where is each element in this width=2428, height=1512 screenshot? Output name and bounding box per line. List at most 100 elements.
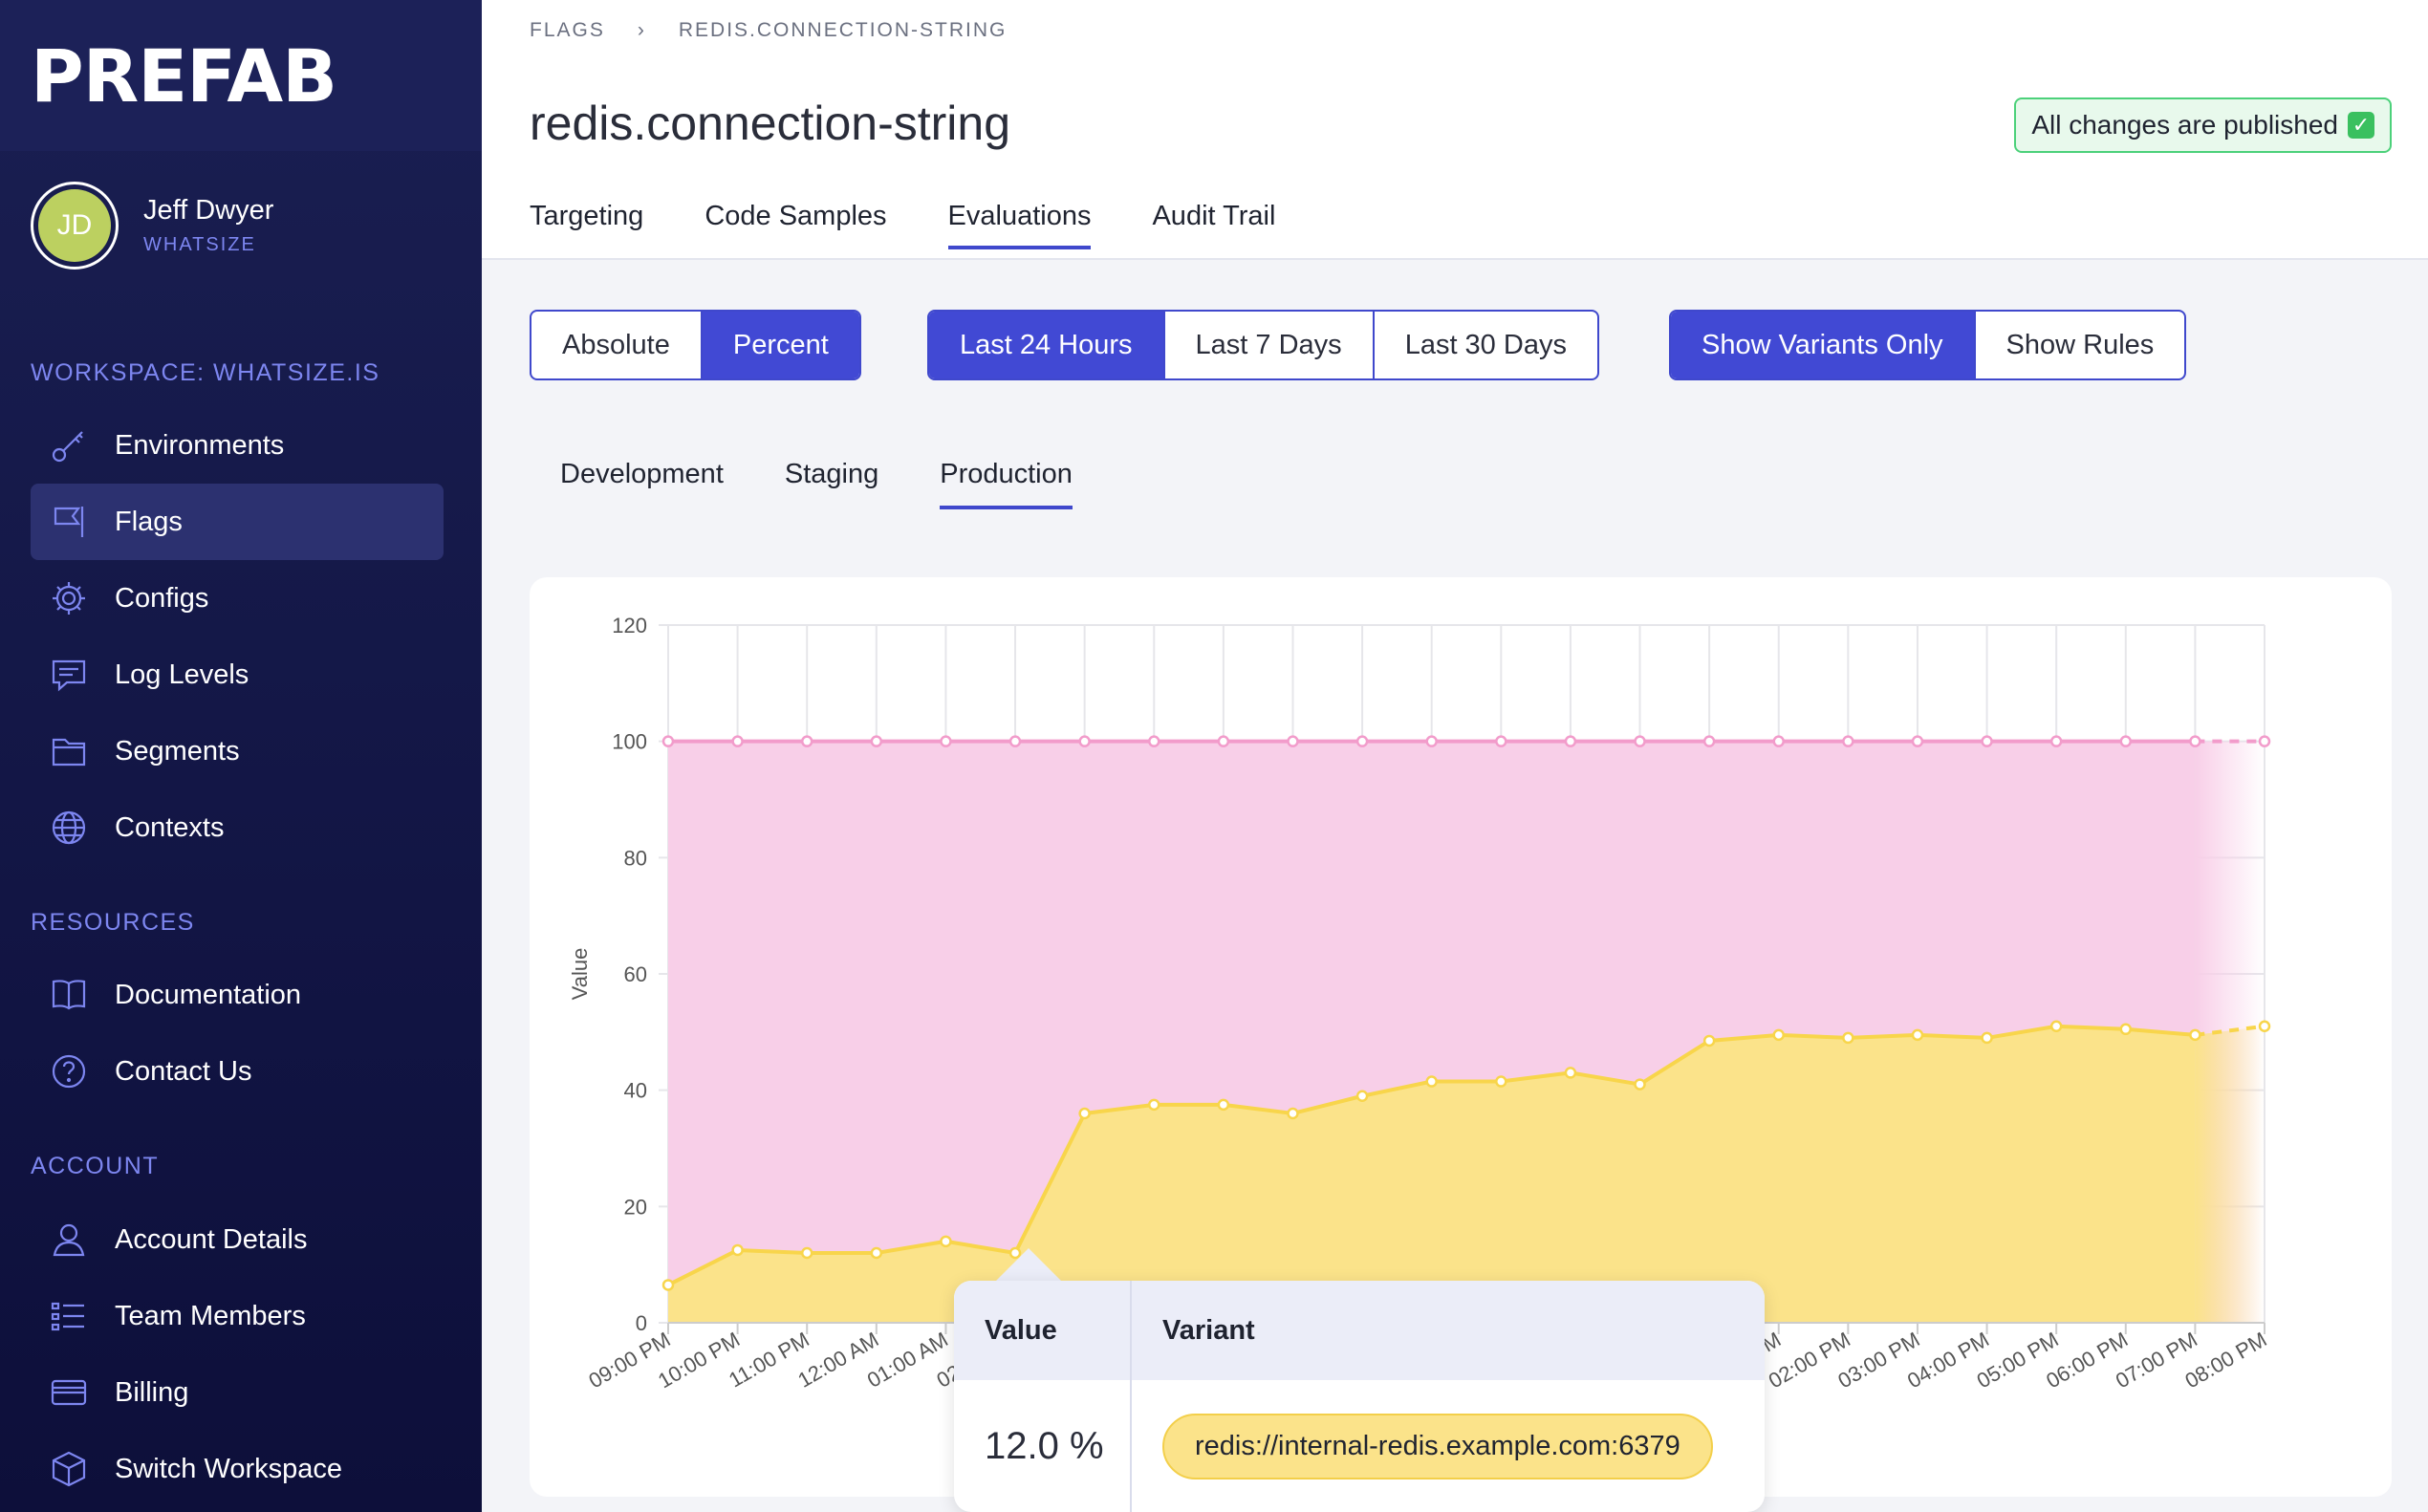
data-point [1772, 1028, 1785, 1042]
chart-tooltip: Value Variant 12.0 % redis://internal-re… [954, 1281, 1765, 1512]
sidebar-item-label: Documentation [115, 979, 302, 1010]
data-point [1148, 735, 1160, 747]
y-tick-label: 120 [612, 614, 647, 637]
data-point [2049, 1020, 2063, 1032]
data-point [1425, 1075, 1438, 1088]
data-point [1287, 1107, 1299, 1120]
data-point [2049, 735, 2063, 747]
data-point [2258, 735, 2271, 747]
absolute-button[interactable]: Absolute [531, 312, 703, 378]
cube-icon [48, 1448, 90, 1490]
key-icon [48, 424, 90, 466]
mode-toggle: Absolute Percent [530, 310, 861, 380]
breadcrumb-flags[interactable]: FLAGS [530, 19, 605, 41]
publish-status-badge: All changes are published ✓ [2014, 97, 2392, 153]
data-point [2189, 735, 2201, 747]
y-axis-label: Value [568, 948, 592, 1001]
sidebar-item-label: Billing [115, 1376, 189, 1408]
last-7-days-button[interactable]: Last 7 Days [1165, 312, 1375, 378]
chevron-right-icon: › [637, 19, 646, 41]
publish-status-text: All changes are published [2031, 110, 2338, 140]
tab-evaluations[interactable]: Evaluations [947, 201, 1092, 249]
sidebar-item-configs[interactable]: Configs [31, 560, 444, 637]
data-point [2189, 1028, 2201, 1042]
logo-area: PREFAB [0, 0, 482, 151]
question-icon [48, 1050, 90, 1092]
sidebar-item-segments[interactable]: Segments [31, 713, 444, 789]
percent-button[interactable]: Percent [702, 312, 859, 378]
data-point [940, 735, 952, 747]
show-variants-only-button[interactable]: Show Variants Only [1671, 312, 1976, 378]
data-point [1564, 735, 1577, 747]
sidebar-item-label: Contexts [115, 811, 225, 843]
data-point [1495, 735, 1507, 747]
y-tick-label: 100 [612, 730, 647, 754]
tab-production[interactable]: Production [940, 459, 1073, 509]
workspace-section-title: WORKSPACE: WHATSIZE.IS [31, 359, 380, 386]
sidebar-item-documentation[interactable]: Documentation [31, 957, 444, 1033]
user-org: WHATSIZE [143, 234, 256, 255]
sidebar-item-environments[interactable]: Environments [31, 407, 444, 484]
sidebar-item-contact-us[interactable]: Contact Us [31, 1033, 444, 1110]
page-header: FLAGS › REDIS.CONNECTION-STRING redis.co… [482, 0, 2428, 260]
tab-audit-trail[interactable]: Audit Trail [1152, 201, 1276, 231]
list-icon [48, 1295, 90, 1337]
sidebar-item-label: Team Members [115, 1300, 306, 1331]
sidebar: PREFAB JD Jeff Dwyer WHATSIZE WORKSPACE:… [0, 0, 482, 1512]
data-point [1981, 1031, 1993, 1045]
sidebar-item-label: Contact Us [115, 1055, 252, 1087]
tooltip-variant-pill: redis://internal-redis.example.com:6379 [1162, 1413, 1713, 1480]
avatar-initials: JD [38, 189, 111, 262]
tooltip-arrow [994, 1248, 1063, 1283]
tab-code-samples[interactable]: Code Samples [705, 201, 887, 231]
data-point [800, 1246, 813, 1260]
chat-icon [48, 654, 90, 696]
data-point [1564, 1067, 1577, 1079]
data-point [1911, 1028, 1924, 1042]
sidebar-item-log-levels[interactable]: Log Levels [31, 637, 444, 713]
series-line-yellow-projection [2195, 1024, 2265, 1037]
environment-tabs: Development Staging Production [560, 459, 1073, 509]
show-rules-button[interactable]: Show Rules [2005, 329, 2155, 360]
data-point [731, 1243, 744, 1257]
book-icon [48, 974, 90, 1016]
sidebar-item-contexts[interactable]: Contexts [31, 789, 444, 866]
data-point [1008, 735, 1022, 747]
tab-bar: Targeting Code Samples Evaluations Audit… [530, 201, 1275, 249]
prefab-logo[interactable]: PREFAB [31, 32, 337, 119]
sidebar-item-account-details[interactable]: Account Details [31, 1201, 444, 1278]
breadcrumb: FLAGS › REDIS.CONNECTION-STRING [530, 19, 1007, 42]
sidebar-item-label: Log Levels [115, 659, 249, 690]
sidebar-item-flags[interactable]: Flags [31, 484, 444, 560]
tab-development[interactable]: Development [560, 459, 724, 489]
sidebar-item-team-members[interactable]: Team Members [31, 1278, 444, 1354]
sidebar-item-billing[interactable]: Billing [31, 1354, 444, 1431]
view-toggle: Show Variants Only Show Rules [1669, 310, 2187, 380]
y-tick-label: 40 [624, 1079, 647, 1103]
data-point [1355, 1090, 1369, 1102]
data-point [2119, 1023, 2133, 1036]
data-point [1772, 735, 1785, 747]
main-content: FLAGS › REDIS.CONNECTION-STRING redis.co… [482, 0, 2428, 1512]
avatar[interactable]: JD [31, 182, 119, 270]
sidebar-item-label: Environments [115, 429, 285, 461]
data-point [1911, 735, 1924, 747]
last-24-hours-button[interactable]: Last 24 Hours [929, 312, 1165, 378]
tab-targeting[interactable]: Targeting [530, 201, 644, 231]
user-profile[interactable]: JD Jeff Dwyer WHATSIZE [31, 182, 273, 270]
data-point [870, 1246, 883, 1260]
y-tick-label: 60 [624, 962, 647, 986]
data-point [661, 735, 675, 747]
data-point [1495, 1075, 1507, 1088]
data-point [1078, 735, 1091, 747]
data-point [1634, 1078, 1646, 1091]
sidebar-item-switch-workspace[interactable]: Switch Workspace [31, 1431, 444, 1507]
last-30-days-button[interactable]: Last 30 Days [1404, 329, 1567, 360]
data-point [1217, 735, 1230, 747]
sidebar-item-label: Switch Workspace [115, 1453, 342, 1484]
tab-staging[interactable]: Staging [784, 459, 879, 489]
flag-icon [48, 501, 90, 543]
data-point [1634, 735, 1646, 747]
user-name: Jeff Dwyer [143, 195, 274, 226]
